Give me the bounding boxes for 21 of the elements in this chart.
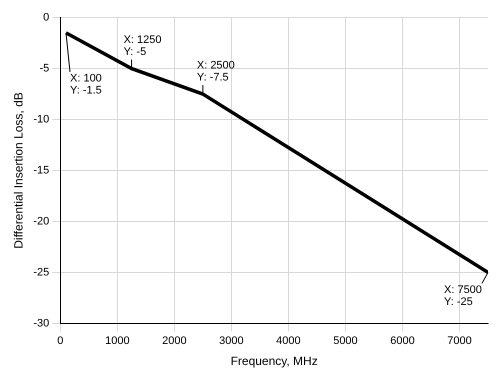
y-tick-label: -30: [33, 317, 50, 330]
x-tick-label: 5000: [333, 335, 358, 348]
annotation: X: 100 Y: -1.5: [70, 72, 102, 96]
y-tick-label: -20: [33, 216, 50, 228]
x-tick-label: 0: [57, 335, 64, 348]
y-tick-label: -5: [40, 62, 50, 75]
y-tick-label: -10: [33, 114, 50, 126]
y-tick-label: 0: [43, 12, 50, 24]
x-axis-title: Frequency, MHz: [230, 354, 318, 368]
x-tick-label: 4000: [276, 335, 301, 348]
x-tick-label: 6000: [390, 335, 415, 348]
y-tick-label: -15: [33, 164, 50, 177]
x-tick-label: 3000: [219, 335, 244, 348]
annotation: X: 2500 Y: -7.5: [196, 60, 235, 84]
annotation: X: 1250 Y: -5: [124, 34, 162, 58]
annotation: X: 7500 Y: -25: [444, 284, 482, 308]
x-tick-label: 1000: [105, 335, 130, 348]
y-axis-title: Differential Insertion Loss, dB: [12, 92, 26, 249]
x-tick-label: 2000: [162, 335, 187, 348]
y-tick-label: -25: [33, 266, 50, 278]
x-tick-label: 7000: [447, 335, 472, 348]
